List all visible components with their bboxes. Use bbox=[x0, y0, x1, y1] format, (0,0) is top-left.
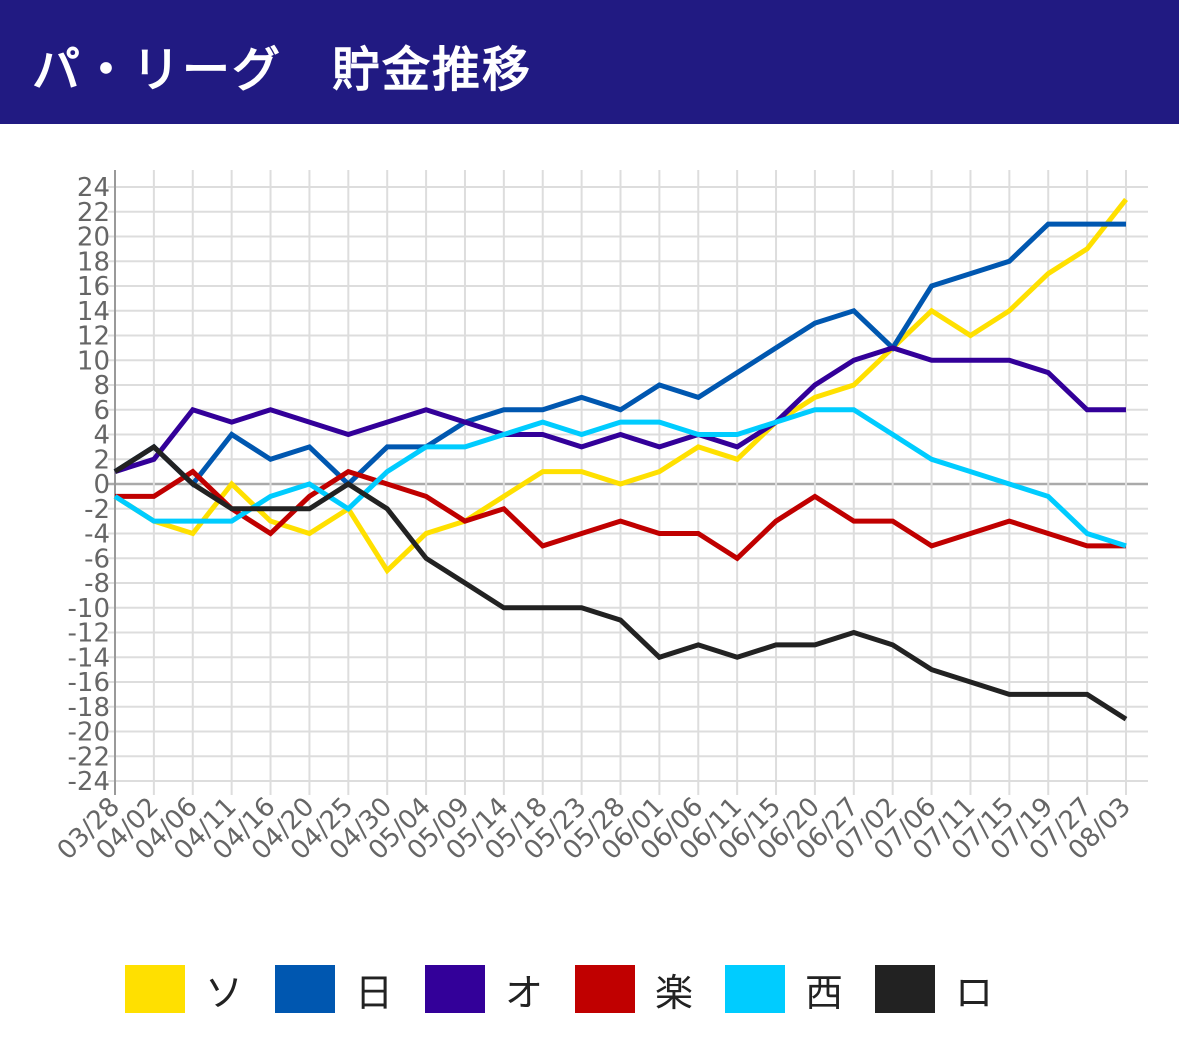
y-tick-label: 8 bbox=[93, 371, 110, 401]
legend-item: ソ bbox=[125, 964, 275, 1015]
legend-swatch bbox=[125, 965, 185, 1013]
series-line-3 bbox=[115, 468, 1126, 562]
y-tick-labels: 242220181614121086420-2-4-6-8-10-12-14-1… bbox=[68, 173, 110, 797]
legend-label: オ bbox=[505, 970, 544, 1015]
y-tick-label: -12 bbox=[68, 619, 110, 649]
y-tick-label: 14 bbox=[77, 297, 110, 327]
series-line-0 bbox=[113, 197, 1128, 575]
legend-item: 西 bbox=[725, 964, 875, 1015]
y-tick-label: 12 bbox=[77, 322, 110, 352]
legend: ソ日オ楽西ロ bbox=[125, 964, 1025, 1015]
y-tick-label: -18 bbox=[68, 693, 110, 723]
y-tick-label: 18 bbox=[77, 247, 110, 277]
y-tick-label: 10 bbox=[77, 346, 110, 376]
series-lines bbox=[113, 197, 1128, 722]
y-tick-label: -6 bbox=[84, 544, 110, 574]
title-bar: パ・リーグ 貯金推移 bbox=[0, 0, 1179, 124]
legend-item: オ bbox=[425, 964, 575, 1015]
series-line-2 bbox=[114, 345, 1126, 474]
legend-label: 楽 bbox=[655, 970, 694, 1015]
y-tick-label: 24 bbox=[77, 173, 110, 203]
page-title: パ・リーグ 貯金推移 bbox=[32, 42, 533, 98]
legend-swatch bbox=[575, 965, 635, 1013]
legend-swatch bbox=[875, 965, 935, 1013]
legend-label: 日 bbox=[355, 970, 394, 1015]
line-chart: 242220181614121086420-2-4-6-8-10-12-14-1… bbox=[52, 170, 1148, 866]
y-tick-label: -16 bbox=[68, 668, 110, 698]
series-line-4 bbox=[113, 407, 1127, 549]
y-tick-label: -10 bbox=[68, 594, 110, 624]
series-line-1 bbox=[113, 221, 1126, 488]
y-tick-label: 6 bbox=[93, 396, 110, 426]
legend-label: 西 bbox=[805, 970, 844, 1015]
y-tick-label: 2 bbox=[93, 445, 110, 475]
y-tick-label: -2 bbox=[84, 495, 110, 525]
y-tick-label: -14 bbox=[68, 643, 110, 673]
y-tick-label: 4 bbox=[93, 421, 110, 451]
y-tick-label: 16 bbox=[77, 272, 110, 302]
y-tick-label: 20 bbox=[77, 223, 110, 253]
legend-label: ロ bbox=[955, 970, 994, 1015]
legend-label: ソ bbox=[205, 970, 244, 1015]
x-tick-labels: 03/2804/0204/0604/1104/1604/2004/2504/30… bbox=[52, 792, 1137, 866]
legend-item: 楽 bbox=[575, 964, 725, 1015]
series-line-5 bbox=[113, 443, 1128, 722]
y-tick-label: -4 bbox=[84, 520, 110, 550]
y-tick-label: 0 bbox=[93, 470, 110, 500]
y-tick-label: -24 bbox=[68, 767, 110, 797]
y-tick-label: -22 bbox=[68, 742, 110, 772]
y-tick-label: -8 bbox=[84, 569, 110, 599]
y-tick-label: 22 bbox=[77, 198, 110, 228]
y-tick-label: -20 bbox=[68, 718, 110, 748]
legend-item: ロ bbox=[875, 964, 1025, 1015]
legend-item: 日 bbox=[275, 964, 425, 1015]
legend-swatch bbox=[275, 965, 335, 1013]
legend-swatch bbox=[725, 965, 785, 1013]
legend-swatch bbox=[425, 965, 485, 1013]
